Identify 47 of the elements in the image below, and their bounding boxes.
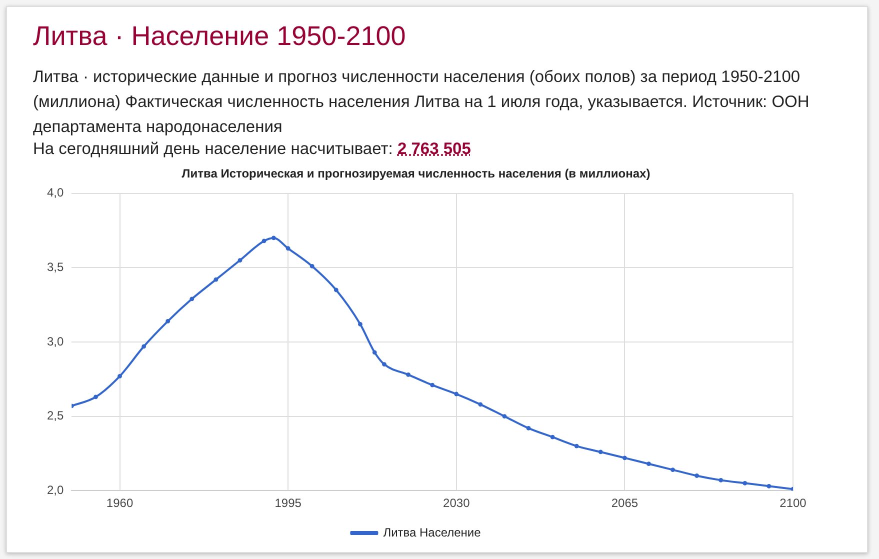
point	[766, 484, 772, 488]
y-tick-label: 2,0	[46, 482, 64, 497]
point	[358, 322, 362, 326]
y-tick-label: 3,5	[46, 260, 64, 274]
x-tick-label: 2030	[443, 496, 470, 510]
point	[118, 374, 122, 378]
point	[94, 394, 98, 400]
legend-label: Литва Население	[383, 525, 482, 540]
chart-title: Литва · Население 1950-2100	[33, 21, 406, 52]
point	[502, 414, 507, 418]
point	[214, 277, 218, 282]
point	[142, 344, 146, 349]
point	[310, 264, 314, 268]
x-tick-label: 1995	[274, 496, 302, 510]
point	[238, 258, 242, 262]
point	[430, 382, 435, 388]
point	[742, 480, 748, 486]
y-tick-label: 2,5	[46, 408, 64, 423]
point	[670, 468, 675, 472]
point	[646, 462, 651, 466]
point	[622, 456, 627, 460]
point	[478, 402, 483, 407]
x-tick-label: 2100	[780, 496, 807, 510]
x-tick-label: 1960	[106, 496, 134, 510]
point	[718, 478, 724, 482]
point	[694, 474, 700, 478]
point	[598, 450, 603, 454]
line-series	[72, 236, 793, 491]
point	[406, 372, 410, 377]
chart-subtitle: Литва · исторические данные и прогноз численности населения (обоих полов) за период 1950-2100 (миллиона) Фактическая численность населения Литва на 1 июля года, указывается. Источник: ООН департамента народонаселения	[33, 67, 810, 138]
point	[382, 362, 386, 366]
point	[372, 350, 377, 355]
point	[262, 238, 266, 244]
x-tick-label: 2065	[611, 496, 638, 510]
y-tick-label: 3,0	[46, 334, 64, 348]
point	[574, 444, 579, 448]
point	[271, 236, 276, 240]
point	[334, 288, 338, 292]
point	[286, 246, 290, 251]
point	[190, 296, 194, 302]
y-tick-label: 4,0	[46, 186, 64, 200]
text: Литва Историческая и прогнозируемая численность населения (в миллионах)	[182, 166, 650, 181]
point	[526, 426, 531, 430]
point	[454, 392, 459, 396]
text: На сегодняшний день население насчитывает: 2 763 505	[33, 140, 471, 159]
point	[550, 434, 555, 440]
point	[166, 318, 170, 324]
